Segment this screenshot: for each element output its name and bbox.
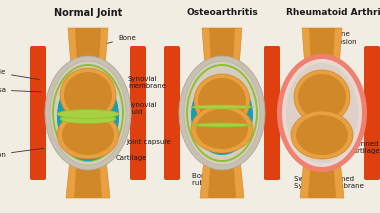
FancyBboxPatch shape <box>30 46 46 180</box>
Text: Thinned
cartilage: Thinned cartilage <box>350 135 380 154</box>
FancyBboxPatch shape <box>164 46 180 180</box>
Ellipse shape <box>194 74 250 128</box>
Ellipse shape <box>57 111 119 159</box>
Ellipse shape <box>179 56 265 170</box>
Ellipse shape <box>191 75 253 155</box>
Polygon shape <box>66 139 110 198</box>
Ellipse shape <box>282 59 362 167</box>
Ellipse shape <box>184 61 260 165</box>
FancyBboxPatch shape <box>130 46 146 180</box>
Polygon shape <box>300 139 344 198</box>
Polygon shape <box>209 28 235 81</box>
Ellipse shape <box>194 123 250 127</box>
Polygon shape <box>68 28 108 81</box>
Text: Rheumatoid Arthritis: Rheumatoid Arthritis <box>286 8 380 17</box>
Text: Bursa: Bursa <box>0 87 41 93</box>
FancyBboxPatch shape <box>264 46 280 180</box>
Ellipse shape <box>60 68 116 122</box>
Polygon shape <box>308 139 336 198</box>
Ellipse shape <box>196 109 248 149</box>
Text: Bone: Bone <box>93 35 136 47</box>
Text: Joint capsule: Joint capsule <box>122 135 171 145</box>
Text: Normal Joint: Normal Joint <box>54 8 122 18</box>
Polygon shape <box>74 139 102 198</box>
Polygon shape <box>302 28 342 81</box>
Ellipse shape <box>60 115 116 124</box>
Ellipse shape <box>294 70 350 124</box>
Ellipse shape <box>57 73 119 161</box>
Polygon shape <box>208 139 236 198</box>
Text: Bone
erosion: Bone erosion <box>320 32 358 51</box>
Ellipse shape <box>198 78 246 124</box>
FancyBboxPatch shape <box>364 46 380 180</box>
Ellipse shape <box>296 115 348 155</box>
Ellipse shape <box>50 61 126 165</box>
Ellipse shape <box>62 115 114 155</box>
Text: Muscle: Muscle <box>0 69 39 79</box>
Text: Osteoarthritis: Osteoarthritis <box>186 8 258 17</box>
Ellipse shape <box>64 72 112 118</box>
Text: Cartilage: Cartilage <box>101 149 147 161</box>
Polygon shape <box>200 139 244 198</box>
Ellipse shape <box>191 105 253 109</box>
Text: Synovial
membrane: Synovial membrane <box>122 75 166 88</box>
Ellipse shape <box>286 63 358 163</box>
Ellipse shape <box>298 74 346 120</box>
Ellipse shape <box>191 105 253 153</box>
Ellipse shape <box>277 54 367 172</box>
Ellipse shape <box>291 111 353 159</box>
Polygon shape <box>75 28 101 81</box>
Text: Bone ends
rub together: Bone ends rub together <box>192 166 236 186</box>
Polygon shape <box>309 28 335 81</box>
Ellipse shape <box>57 109 119 118</box>
Polygon shape <box>202 28 242 81</box>
Ellipse shape <box>45 56 131 170</box>
Text: Tendon: Tendon <box>0 148 43 158</box>
FancyBboxPatch shape <box>264 46 280 180</box>
Text: Synovial
fluid: Synovial fluid <box>119 102 158 115</box>
Text: Swollen inflamed
Synovial membrane: Swollen inflamed Synovial membrane <box>294 158 364 189</box>
